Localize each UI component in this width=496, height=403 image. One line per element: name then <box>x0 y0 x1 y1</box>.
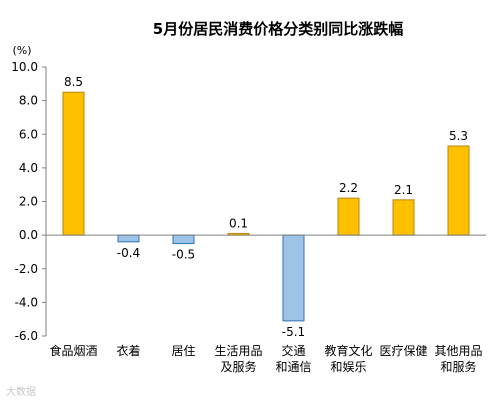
bar-series: 8.5 -0.4 -0.5 0.1 -5.1 2.2 2.1 5.3 <box>62 75 470 339</box>
data-label: 2.1 <box>394 183 413 197</box>
y-tick-label: -6.0 <box>15 329 38 343</box>
y-tick-label: 10.0 <box>11 60 38 74</box>
x-tick-label: 交通和通信 <box>275 343 311 374</box>
x-tick-label: 生活用品及服务 <box>214 344 262 374</box>
data-label: -0.5 <box>172 248 195 262</box>
x-tick-label: 教育文化和娱乐 <box>324 343 372 374</box>
y-unit-label: (%) <box>12 44 31 57</box>
bar <box>447 145 470 236</box>
x-tick-label: 食品烟酒 <box>49 343 97 358</box>
bar <box>117 234 140 243</box>
bar <box>282 234 305 322</box>
data-label: -0.4 <box>117 246 140 260</box>
y-tick-label: 6.0 <box>19 127 38 141</box>
x-tick-label: 衣着 <box>116 343 140 358</box>
x-tick-label: 其他用品和服务 <box>434 344 482 374</box>
x-tick-label: 医疗保健 <box>379 344 427 358</box>
y-tick-label: 2.0 <box>19 195 38 209</box>
y-tick-label: 8.0 <box>19 94 38 108</box>
data-label: 8.5 <box>64 75 83 89</box>
watermark-logo: 大数据 <box>6 387 36 398</box>
y-tick-label: -4.0 <box>15 295 38 309</box>
chart-title: 5月份居民消费价格分类别同比涨跌幅 <box>153 20 403 38</box>
x-tick-label: 居住 <box>171 344 195 358</box>
data-label: 2.2 <box>339 181 358 195</box>
y-tick-label: 0.0 <box>19 228 38 242</box>
bar <box>172 234 195 245</box>
bar <box>392 199 415 236</box>
bar <box>337 197 360 236</box>
y-tick-label: -2.0 <box>15 262 38 276</box>
data-label: -5.1 <box>282 325 305 339</box>
bar <box>62 91 85 236</box>
data-label: 0.1 <box>229 216 248 230</box>
y-tick-label: 4.0 <box>19 161 38 175</box>
data-label: 5.3 <box>449 129 468 143</box>
y-axis: 10.0 8.0 6.0 4.0 2.0 0.0 -2.0 -4.0 -6.0 <box>11 60 47 343</box>
